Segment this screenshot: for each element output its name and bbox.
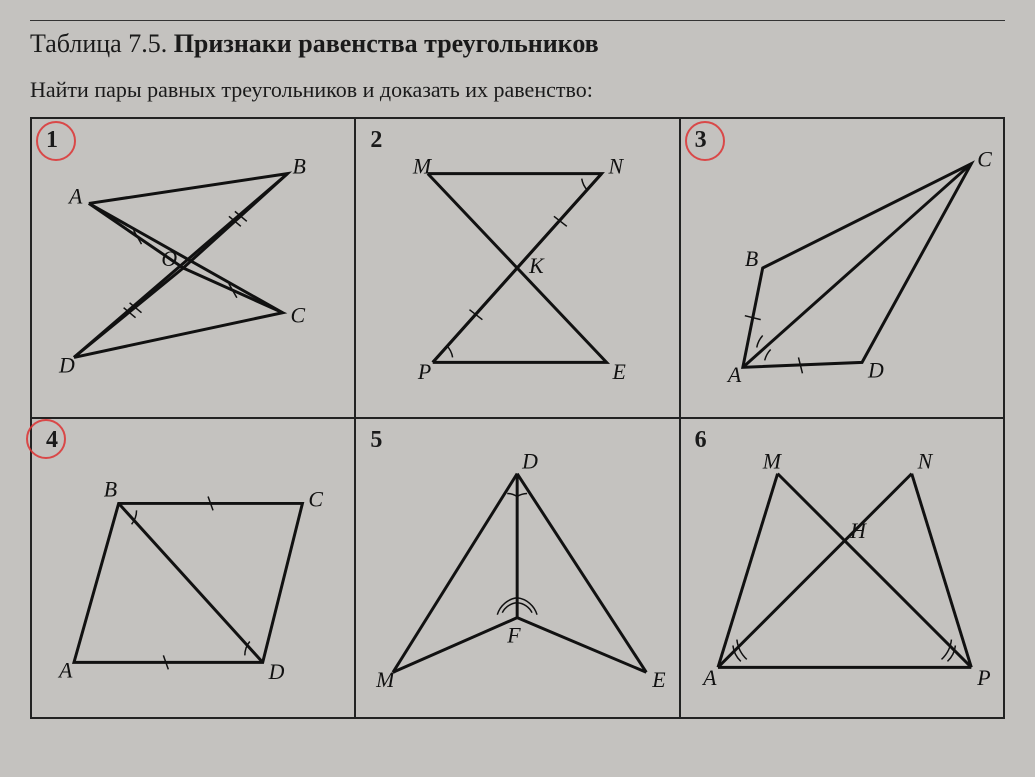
cell-5: 5 D F M E: [355, 418, 679, 718]
cell-1: 1 A B O C D: [31, 118, 355, 418]
cell-number: 3: [695, 127, 707, 154]
title-prefix: Таблица 7.5.: [30, 29, 174, 58]
label-C: C: [977, 148, 992, 172]
diagram-3: A B C D: [681, 119, 1003, 417]
label-A: A: [701, 666, 717, 690]
label-P: P: [976, 666, 990, 690]
diagram-5: D F M E: [356, 419, 678, 717]
label-D: D: [58, 353, 75, 377]
label-D: D: [867, 358, 884, 382]
label-P: P: [417, 360, 431, 384]
cell-number: 5: [370, 427, 382, 454]
label-B: B: [104, 477, 117, 501]
top-rule: [30, 20, 1005, 21]
cell-number: 6: [695, 427, 707, 454]
label-D: D: [521, 450, 538, 474]
label-N: N: [608, 155, 625, 179]
subtitle: Найти пары равных треугольников и доказа…: [30, 77, 1005, 103]
label-N: N: [916, 450, 933, 474]
label-C: C: [291, 304, 306, 328]
cell-number: 2: [370, 127, 382, 154]
label-O: O: [161, 247, 177, 271]
label-A: A: [67, 184, 83, 208]
label-K: K: [528, 254, 545, 278]
problem-grid: 1 A B O C D 2: [30, 117, 1005, 719]
diagram-4: A B C D: [32, 419, 354, 717]
label-M: M: [761, 450, 782, 474]
cell-4: 4 A B C D: [31, 418, 355, 718]
diagram-2: M N K P E: [356, 119, 678, 417]
label-E: E: [652, 668, 666, 692]
label-E: E: [612, 360, 626, 384]
label-H: H: [849, 519, 867, 543]
cell-6: 6 M N H A P: [680, 418, 1004, 718]
label-A: A: [726, 363, 742, 387]
diagram-6: M N H A P: [681, 419, 1003, 717]
diagram-1: A B O C D: [32, 119, 354, 417]
label-B: B: [744, 247, 757, 271]
label-B: B: [292, 155, 305, 179]
cell-2: 2 M N K P E: [355, 118, 679, 418]
label-A: A: [57, 658, 73, 682]
label-D: D: [268, 660, 285, 684]
label-F: F: [507, 624, 522, 648]
cell-number: 1: [46, 127, 58, 154]
cell-3: 3 A B C D: [680, 118, 1004, 418]
label-M: M: [412, 155, 433, 179]
label-M: M: [375, 668, 396, 692]
title-bold: Признаки равенства треугольников: [174, 29, 599, 58]
cell-number: 4: [46, 427, 58, 454]
page-title: Таблица 7.5. Признаки равенства треуголь…: [30, 29, 1005, 59]
label-C: C: [308, 487, 323, 511]
